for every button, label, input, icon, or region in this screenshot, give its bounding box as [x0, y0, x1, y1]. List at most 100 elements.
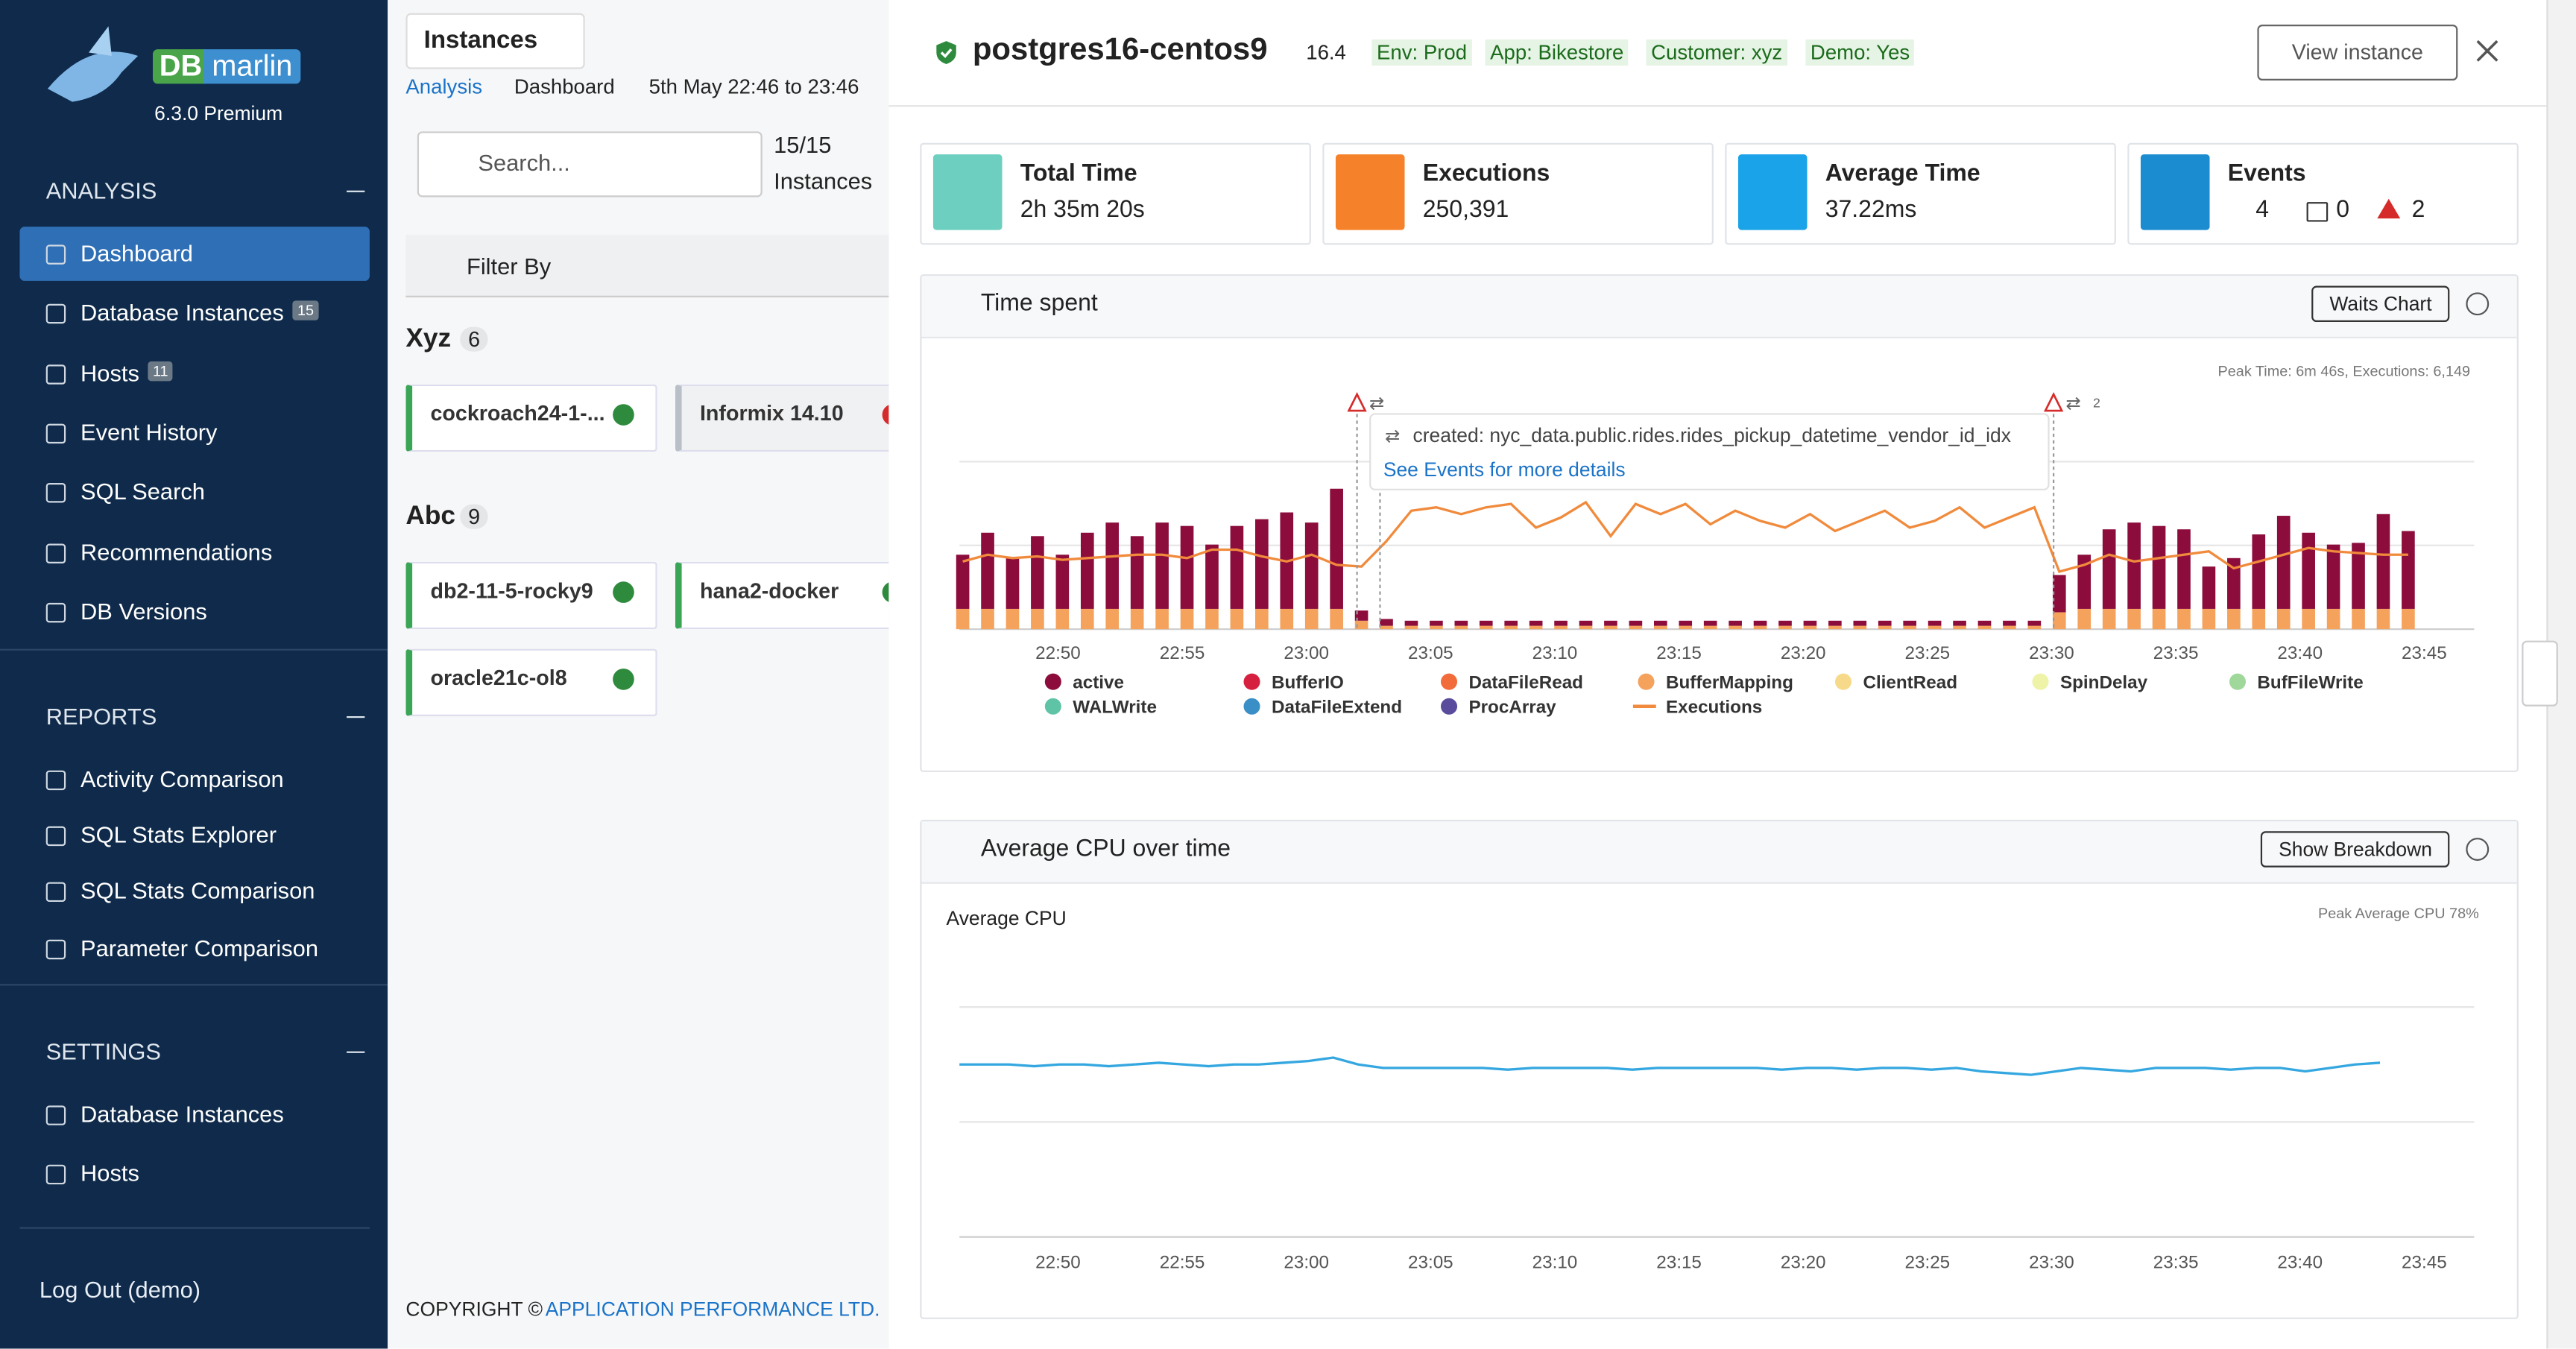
bar-segment: [1304, 522, 1319, 609]
breadcrumb-link[interactable]: Analysis: [405, 75, 483, 99]
x-tick-label: 23:25: [1905, 643, 1951, 663]
bar-segment: [1878, 625, 1892, 630]
panel-title: Average CPU over time: [980, 835, 1231, 863]
bar-segment: [1130, 536, 1144, 609]
bar-segment: [1255, 608, 1269, 630]
nav-item[interactable]: Hosts: [80, 1160, 139, 1187]
bar-segment: [1729, 620, 1742, 626]
bar-segment: [1354, 620, 1368, 630]
nav-icon: [45, 770, 66, 791]
logout[interactable]: Log Out (demo): [39, 1276, 201, 1303]
bar-segment: [1703, 620, 1717, 626]
status-icon: [936, 41, 956, 64]
panel-collapse[interactable]: [2466, 292, 2490, 316]
nav-icon: [45, 882, 66, 903]
legend-swatch: [1638, 673, 1655, 690]
panel-header: [921, 821, 2517, 884]
close-button[interactable]: [2474, 38, 2500, 64]
bar-segment: [1803, 625, 1817, 630]
bar-segment: [1953, 625, 1966, 630]
panel-header: [921, 276, 2517, 339]
group-count: 9: [460, 504, 489, 529]
copyright: COPYRIGHT ©: [405, 1298, 543, 1321]
instances-select[interactable]: [405, 13, 585, 69]
chart-title: Average CPU: [947, 907, 1067, 929]
x-tick-label: 23:35: [2153, 643, 2199, 663]
stat-value: 250,391: [1422, 197, 1509, 224]
instances-panel: Instances Analysis Dashboard 5th May 22:…: [388, 0, 891, 1349]
bar-segment: [1903, 620, 1916, 626]
bar-segment: [2276, 608, 2291, 630]
bar-segment: [956, 608, 970, 630]
bar-segment: [2376, 514, 2390, 609]
panel-collapse[interactable]: [2466, 838, 2490, 861]
legend-swatch: [2229, 673, 2247, 690]
nav-item[interactable]: Event History: [80, 418, 218, 446]
bar-segment: [1454, 625, 1468, 630]
bar-segment: [2027, 625, 2042, 630]
panel-note: Peak Time: 6m 46s, Executions: 6,149: [2217, 363, 2471, 380]
nav-item[interactable]: SQL Stats Comparison: [80, 877, 315, 905]
nav-item[interactable]: SQL Statistics: [80, 1219, 224, 1224]
bar-segment: [1105, 608, 1120, 630]
panel-button[interactable]: Show Breakdown: [2260, 831, 2451, 868]
nav-item[interactable]: Activity Comparison: [80, 765, 284, 792]
bar-segment: [1504, 620, 1518, 626]
nav-badge: 11: [148, 361, 174, 381]
nav-item[interactable]: SQL Search: [80, 478, 205, 505]
tooltip-link[interactable]: See Events for more details: [1383, 458, 1626, 481]
bar-segment: [1180, 525, 1194, 609]
nav-item[interactable]: Database Instances: [80, 1100, 284, 1128]
bar-segment: [1753, 620, 1767, 626]
nav-item[interactable]: Parameter Comparison: [80, 934, 319, 961]
view-instance-button[interactable]: View instance: [2257, 25, 2458, 81]
x-tick-label: 23:30: [2029, 1253, 2074, 1273]
bar-segment: [1554, 625, 1568, 630]
nav-item[interactable]: SQL Stats Explorer: [80, 821, 277, 848]
bar-segment: [1430, 620, 1443, 626]
panel-button[interactable]: Waits Chart: [2311, 285, 2450, 323]
bar-segment: [1928, 620, 1942, 626]
instance-card[interactable]: [675, 384, 889, 452]
stat-icon: [1737, 154, 1808, 230]
executions-line: [962, 500, 2408, 573]
filter-bar[interactable]: [405, 235, 889, 297]
sidebar: DB marlin 6.3.0 Premium Log Out (demo) A…: [0, 0, 388, 1349]
x-tick-label: 23:40: [2277, 643, 2323, 663]
ok-badge: [613, 669, 634, 690]
logo-name: marlin: [203, 49, 301, 84]
chart-panel: [920, 819, 2519, 1319]
legend-label: ProcArray: [1468, 698, 1556, 718]
bar-segment: [1330, 488, 1343, 609]
bar-segment: [1055, 555, 1070, 609]
bar-segment: [2177, 608, 2191, 630]
nav-item[interactable]: Dashboard: [80, 239, 193, 267]
bar-segment: [1130, 608, 1144, 630]
legend-label: WALWrite: [1073, 698, 1157, 718]
bar-segment: [1205, 608, 1219, 630]
section-title: REPORTS: [45, 703, 157, 730]
legend-label: DataFileRead: [1468, 673, 1583, 693]
event-alert: [2043, 392, 2064, 412]
stat-value: 37.22ms: [1825, 197, 1917, 224]
instance-name: cockroach24-1-...: [430, 400, 605, 426]
x-tick-label: 23:45: [2402, 643, 2447, 663]
nav-item[interactable]: Database Instances: [80, 299, 284, 326]
search-box[interactable]: [417, 131, 763, 198]
company-link[interactable]: APPLICATION PERFORMANCE LTD.: [545, 1298, 880, 1321]
nav-item[interactable]: DB Versions: [80, 597, 207, 625]
bar-segment: [1629, 620, 1643, 626]
bar-segment: [1430, 625, 1443, 630]
legend-swatch: [1440, 673, 1458, 690]
x-tick-label: 23:10: [1532, 643, 1578, 663]
nav-item[interactable]: Recommendations: [80, 537, 273, 565]
bar-segment: [1155, 608, 1169, 630]
legend-swatch: [1834, 673, 1852, 690]
bar-segment: [1579, 625, 1593, 630]
nav-icon: [45, 244, 66, 265]
instance-card[interactable]: [675, 561, 889, 630]
bar-segment: [1903, 625, 1916, 630]
bar-segment: [2027, 620, 2042, 626]
nav-item[interactable]: Hosts: [80, 358, 139, 386]
collapse-tab[interactable]: [2522, 640, 2558, 707]
